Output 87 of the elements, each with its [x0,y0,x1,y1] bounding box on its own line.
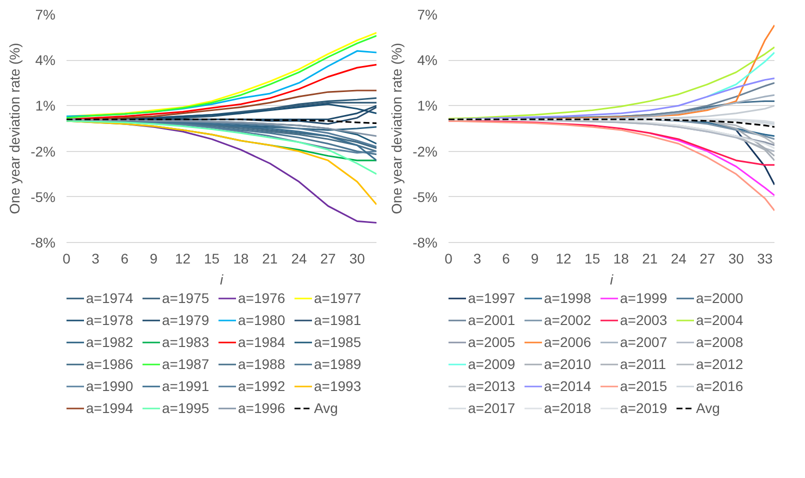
y-tick-label: -5% [30,188,56,205]
legend-label: a=2006 [544,334,592,350]
legend-label: a=1980 [238,312,286,328]
legend-label: a=1987 [162,356,210,372]
legend-label: a=2005 [468,334,516,350]
legend-label: a=1998 [544,290,592,306]
legend-label: a=2000 [696,290,744,306]
y-tick-label: 1% [417,98,438,114]
x-tick-label: 9 [530,250,539,266]
y-tick-label: -5% [412,188,438,205]
y-tick-label: -2% [412,143,438,160]
y-axis-title: One year deviation rate (%) [388,42,405,214]
legend-label: a=1992 [238,378,286,394]
x-tick-label: 24 [291,250,307,266]
y-tick-label: 4% [35,52,56,68]
legend-label: a=1983 [162,334,210,350]
legend-label: a=1990 [86,378,134,394]
legend-label: a=2004 [696,312,744,328]
legend-label: a=1978 [86,312,134,328]
legend-label: a=2012 [696,356,744,372]
legend-label: a=1975 [162,290,210,306]
legend-label: a=1995 [162,400,210,416]
x-tick-label: 3 [473,250,482,266]
x-tick-label: 15 [204,250,220,266]
legend-label: a=1979 [162,312,210,328]
legend-label: a=1989 [314,356,362,372]
y-tick-label: 1% [35,98,56,114]
legend-label: a=1994 [86,400,134,416]
x-tick-label: 21 [642,250,658,266]
legend-label: a=1985 [314,334,362,350]
legend-label: a=2009 [468,356,516,372]
x-tick-label: 27 [700,250,716,266]
x-tick-label: 30 [728,250,744,266]
x-tick-label: 21 [262,250,278,266]
y-tick-label: 7% [35,6,56,22]
legend-label: a=1988 [238,356,286,372]
x-tick-label: 12 [556,250,572,266]
legend-label: a=2011 [620,356,668,372]
legend-label: a=2002 [544,312,592,328]
x-tick-label: 0 [62,250,71,266]
legend-label: a=2018 [544,400,592,416]
x-tick-label: 27 [320,250,336,266]
y-tick-label: -8% [412,234,438,250]
x-tick-label: 30 [349,250,366,266]
x-tick-label: 15 [584,250,600,266]
y-axis-title: One year deviation rate (%) [6,42,23,214]
legend-label: a=1993 [314,378,362,394]
x-tick-label: 3 [92,250,100,266]
legend-label: a=1997 [468,290,516,306]
legend-label: a=2010 [544,356,592,372]
x-tick-label: 6 [502,250,510,266]
legend-label: a=2013 [468,378,516,394]
x-tick-label: 24 [670,250,687,266]
legend-label: a=1996 [238,400,286,416]
x-axis-title: i [220,272,224,288]
y-tick-label: -8% [30,234,56,250]
legend-label: a=1982 [86,334,134,350]
legend-label: a=2007 [620,334,668,350]
legend-label: a=1981 [314,312,362,328]
legend-label: a=1976 [238,290,286,306]
legend-label: a=2008 [696,334,744,350]
x-tick-label: 12 [174,250,191,266]
legend-label: a=2014 [544,378,592,394]
y-tick-label: -2% [30,143,56,160]
y-tick-label: 7% [417,6,438,22]
x-tick-label: 18 [233,250,249,266]
legend-label: a=1999 [620,290,668,306]
legend-label: a=2015 [620,378,668,394]
legend-label: Avg [696,400,721,416]
x-axis-title: i [610,272,614,288]
x-tick-label: 18 [613,250,630,266]
legend-label: a=2016 [696,378,744,394]
x-tick-label: 6 [120,250,129,266]
legend-label: a=2003 [620,312,668,328]
y-tick-label: 4% [417,52,438,68]
legend-label: a=2019 [620,400,668,416]
x-tick-label: 0 [444,250,453,266]
legend-label: a=1977 [314,290,362,306]
legend-label: a=1974 [86,290,134,306]
legend-label: Avg [314,400,339,416]
legend-label: a=2001 [468,312,516,328]
x-tick-label: 33 [757,250,773,266]
legend-label: a=1986 [86,356,134,372]
legend-label: a=1984 [238,334,286,350]
legend-label: a=1991 [162,378,210,394]
legend-label: a=2017 [468,400,516,416]
x-tick-label: 9 [150,250,158,266]
